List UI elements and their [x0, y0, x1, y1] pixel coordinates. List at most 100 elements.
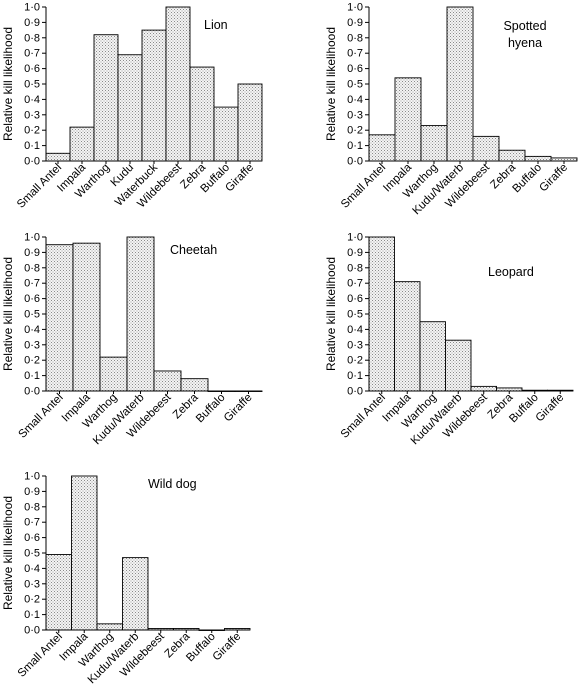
y-tick-label: 0·4 [347, 324, 363, 336]
bar-0 [45, 152, 71, 162]
bar-4 [472, 135, 500, 162]
y-tick-label: 0·8 [24, 262, 40, 274]
y-tick-label: 0·4 [24, 94, 40, 106]
x-tick-label: Giraffe [534, 392, 567, 425]
bar-5 [180, 378, 209, 392]
y-tick-label: 0·4 [24, 563, 40, 575]
bar-6 [189, 66, 215, 162]
y-axis-label: Relative kill likelihood [324, 27, 338, 141]
x-tick-label: Buffalo [194, 392, 228, 426]
y-tick-label: 0·1 [347, 370, 363, 382]
bar-1 [69, 126, 95, 162]
bar-0 [368, 134, 396, 162]
y-tick-label: 1·0 [24, 2, 40, 14]
y-tick-label: 0·2 [24, 594, 40, 606]
y-tick-label: 1·0 [24, 471, 40, 483]
bar-2 [420, 125, 448, 162]
y-tick-label: 0·0 [24, 386, 40, 398]
y-axis-label: Relative kill likelihood [324, 257, 338, 371]
x-tick-label: Giraffe [222, 392, 255, 425]
bar-5 [165, 6, 191, 162]
y-tick-label: 0·8 [24, 501, 40, 513]
bar-3 [126, 236, 155, 392]
bar-2 [419, 321, 446, 392]
bar-3 [117, 54, 143, 162]
x-tick-label: Buffalo [184, 631, 218, 665]
bar-0 [45, 554, 72, 631]
bar-4 [470, 385, 497, 392]
bar-4 [153, 370, 182, 392]
y-tick-label: 0·5 [24, 309, 40, 321]
y-tick-label: 0·0 [347, 156, 363, 168]
bar-1 [394, 281, 421, 392]
y-tick-label: 0·6 [347, 293, 363, 305]
y-tick-label: 0·0 [24, 625, 40, 637]
bar-2 [96, 623, 123, 631]
y-tick-label: 0·9 [24, 486, 40, 498]
chart-title: Leopard [488, 265, 534, 279]
y-tick-label: 1·0 [347, 2, 363, 14]
y-tick-label: 0·5 [24, 548, 40, 560]
x-tick-label: Giraffe [537, 162, 570, 195]
bar-8 [237, 83, 263, 162]
y-tick-label: 0·8 [347, 262, 363, 274]
y-tick-label: 0·2 [347, 355, 363, 367]
bar-1 [394, 77, 422, 162]
x-tick-label: Giraffe [211, 631, 244, 664]
bar-7 [213, 106, 239, 162]
y-tick-label: 0·9 [347, 247, 363, 259]
chart-title: Spotted [503, 19, 546, 33]
y-tick-label: 0·3 [24, 109, 40, 121]
y-tick-label: 0·0 [24, 156, 40, 168]
bar-6 [524, 155, 552, 162]
y-tick-label: 0·6 [24, 532, 40, 544]
bar-1 [71, 475, 98, 631]
y-tick-label: 0·7 [347, 48, 363, 60]
chart-title: hyena [508, 36, 542, 50]
bar-2 [99, 356, 128, 392]
bar-0 [45, 244, 74, 392]
chart-title: Lion [204, 18, 228, 32]
bar-0 [368, 236, 395, 392]
y-tick-label: 0·9 [347, 17, 363, 29]
y-tick-label: 0·4 [347, 94, 363, 106]
x-tick-label: Small Antel [16, 392, 65, 441]
y-tick-label: 0·7 [24, 48, 40, 60]
y-tick-label: 0·3 [347, 109, 363, 121]
bar-3 [445, 339, 472, 392]
y-tick-label: 0·2 [347, 125, 363, 137]
y-tick-label: 0·9 [24, 247, 40, 259]
y-tick-label: 0·1 [24, 140, 40, 152]
y-tick-label: 0·1 [24, 609, 40, 621]
y-tick-label: 0·5 [347, 79, 363, 91]
y-axis-label: Relative kill likelihood [1, 257, 15, 371]
bar-3 [122, 557, 149, 631]
y-tick-label: 0·7 [347, 278, 363, 290]
y-tick-label: 0·0 [347, 386, 363, 398]
y-tick-label: 1·0 [24, 232, 40, 244]
x-tick-label: Buffalo [507, 392, 541, 426]
y-tick-label: 0·3 [24, 339, 40, 351]
y-tick-label: 0·3 [24, 578, 40, 590]
y-tick-label: 0·2 [24, 355, 40, 367]
y-tick-label: 0·1 [347, 140, 363, 152]
y-axis-label: Relative kill likelihood [1, 496, 15, 610]
bar-2 [93, 34, 119, 162]
y-tick-label: 0·8 [347, 32, 363, 44]
y-tick-label: 0·3 [347, 339, 363, 351]
bar-1 [72, 242, 101, 392]
chart-panel-2: 0·0 0·1 0·2 0·3 0·4 0·5 0·6 0·7 0·8 0·9 1·0 Small A… [1, 232, 263, 447]
y-tick-label: 1·0 [347, 232, 363, 244]
y-tick-label: 0·6 [24, 63, 40, 75]
y-tick-label: 0·7 [24, 517, 40, 529]
x-tick-label: Buffalo [510, 162, 544, 196]
y-tick-label: 0·9 [24, 17, 40, 29]
y-tick-label: 0·8 [24, 32, 40, 44]
y-tick-label: 0·6 [24, 293, 40, 305]
y-tick-label: 0·4 [24, 324, 40, 336]
